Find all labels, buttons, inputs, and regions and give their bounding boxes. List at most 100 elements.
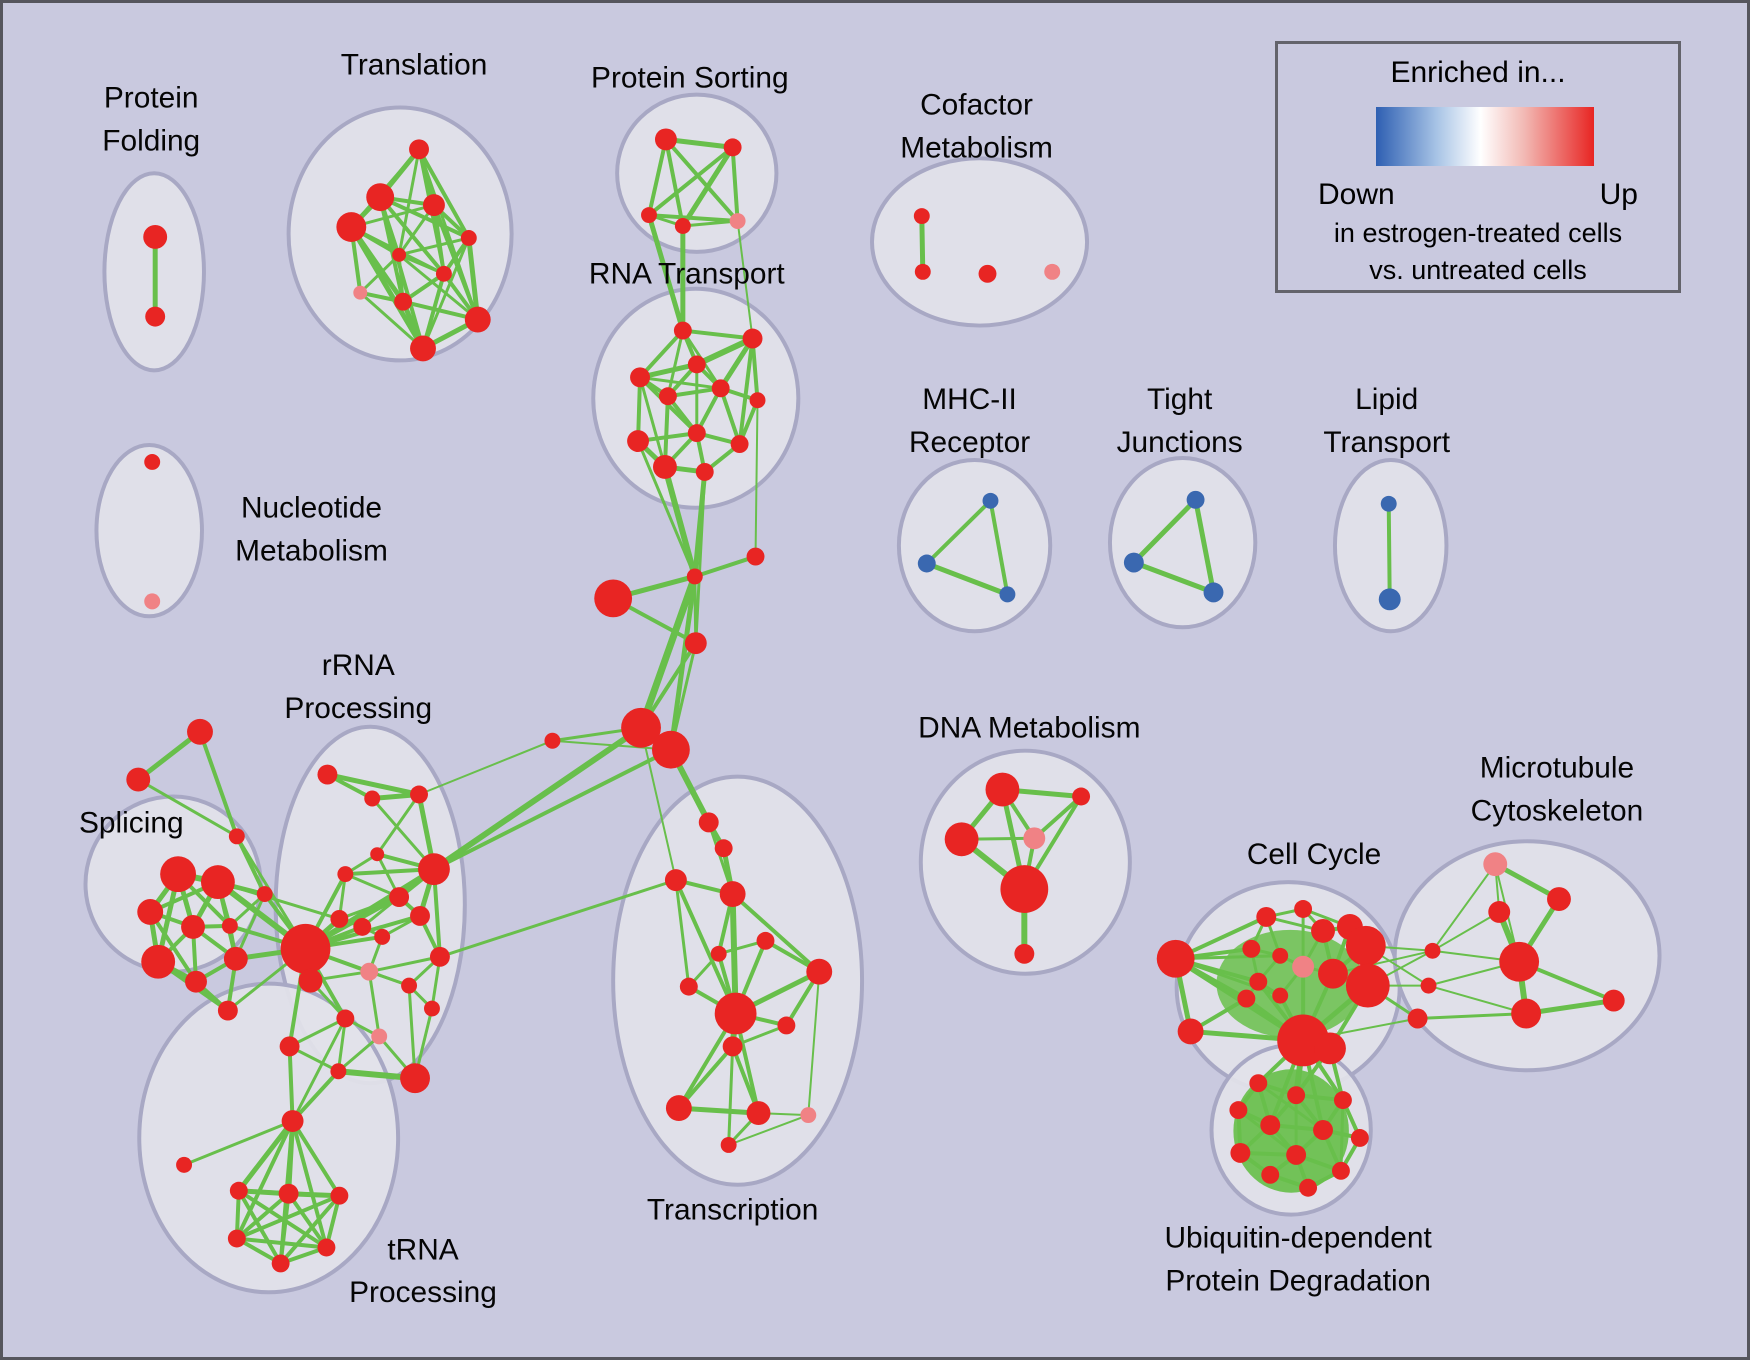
legend-axis-labels: Down Up [1318, 178, 1638, 212]
edge [290, 1119, 342, 1198]
gene-set-node-rr15-up [429, 946, 450, 967]
gene-set-node-rt0-up [673, 321, 692, 340]
gene-set-node-tr10-up [410, 335, 436, 362]
gene-set-node-ps3-up [674, 218, 691, 234]
gene-set-node-tc10-up [722, 1036, 743, 1057]
gene-set-node-rr20-up [279, 1036, 300, 1057]
edge [676, 1105, 762, 1116]
edge [1331, 949, 1434, 975]
edge [750, 336, 760, 403]
gene-set-node-mh2-down [999, 586, 1016, 603]
cluster-trna-processing-label-line2: Processing [349, 1276, 497, 1309]
gene-set-node-rr17-weak-up [371, 1028, 388, 1045]
cluster-trna-processing-label-line1: tRNA [387, 1233, 458, 1266]
gene-set-node-ps1-up [723, 138, 742, 157]
gene-set-node-tc13-weak-up [800, 1107, 817, 1124]
gene-set-node-cc9-up [1345, 925, 1386, 966]
cluster-dna-metabolism-label-line1: DNA Metabolism [918, 712, 1140, 745]
edge [736, 220, 754, 340]
legend-box: Enriched in... Down Up in estrogen-treat… [1275, 41, 1681, 293]
gene-set-node-rt6-up [749, 392, 766, 409]
cluster-ubiquitin-degradation-label-line2: Protein Degradation [1165, 1264, 1431, 1297]
gene-set-node-fr3-up [684, 632, 707, 655]
edge [290, 1069, 341, 1124]
gene-set-node-ub5-up [1313, 1120, 1333, 1140]
gene-set-node-tj0-down [1186, 490, 1205, 509]
gene-set-node-mt6-up [1424, 942, 1441, 959]
edge [646, 212, 686, 334]
cluster-rrna-processing-label-line2: Processing [284, 692, 432, 725]
gene-set-node-tn6-up [317, 1238, 336, 1257]
gene-set-node-cc1-up [1256, 906, 1277, 927]
gene-set-node-cc6-up [1272, 947, 1289, 964]
gene-set-node-mh0-down [982, 492, 999, 509]
edge [692, 554, 758, 579]
gene-set-node-sp5-up [256, 886, 273, 903]
cluster-cofactor-metabolism-label: Cofactor Metabolism [900, 89, 1053, 165]
gene-set-node-ps2-up [641, 207, 657, 224]
edge [397, 253, 446, 276]
edge [234, 1193, 342, 1241]
gene-set-node-mt5-up [1602, 989, 1625, 1012]
gene-set-node-rt2-up [687, 355, 706, 374]
gene-set-node-cc0-up [1156, 939, 1195, 978]
gene-set-node-rr13-weak-up [360, 962, 379, 981]
cluster-cofactor-metabolism-ellipse [870, 156, 1090, 328]
gene-set-node-tn4-up [330, 1186, 349, 1205]
gene-set-node-rr0-up [317, 764, 338, 785]
gene-set-node-ps0-up [654, 128, 677, 151]
edge [290, 1119, 329, 1250]
gene-set-node-sp8-up [223, 946, 248, 971]
gene-set-node-rr14-up [401, 977, 418, 994]
edge [407, 984, 417, 1080]
edge [680, 144, 736, 229]
gene-set-node-tc0-up [698, 812, 719, 833]
gene-set-node-fr4-up [621, 707, 661, 748]
cluster-splicing-label: Splicing [79, 806, 184, 839]
edge [236, 1118, 296, 1194]
cluster-rrna-processing-label: rRNA Processing [284, 649, 432, 725]
edge [694, 470, 707, 645]
edge [418, 739, 554, 796]
edge [336, 1034, 381, 1073]
gene-set-node-rt1-up [742, 328, 763, 349]
edge [727, 1044, 735, 1147]
gene-set-node-fr5-up [651, 730, 690, 769]
edge [286, 1191, 329, 1250]
edge [1416, 1012, 1528, 1020]
edge [278, 1191, 291, 1266]
gene-set-node-ub2-up [1333, 1091, 1352, 1110]
gene-set-node-cc8-up [1318, 958, 1348, 989]
edge [291, 1017, 347, 1123]
gene-set-node-tn0-up [281, 1110, 304, 1132]
gene-set-node-tn5-up [227, 1229, 246, 1248]
gene-set-node-tc2-up [664, 869, 687, 892]
cluster-rrna-processing-label-line1: rRNA [322, 649, 395, 682]
gene-set-node-fr6-up [544, 732, 561, 749]
cluster-translation-label-line1: Translation [341, 49, 488, 82]
edge [136, 778, 239, 838]
gene-set-node-rr16-up [336, 1009, 355, 1028]
gene-set-node-dm1-up [1072, 787, 1091, 806]
edge [431, 203, 446, 276]
gene-set-node-sp7-up [185, 970, 207, 993]
legend-up-label: Up [1599, 178, 1638, 211]
gene-set-node-rr6-up [389, 887, 410, 907]
gene-set-node-mh1-down [917, 554, 936, 573]
gene-set-node-ub0-up [1249, 1074, 1268, 1093]
gene-set-node-sp9-up [217, 1000, 238, 1021]
edge [430, 724, 645, 873]
edge [647, 145, 735, 218]
cluster-lipid-transport-label-line1: Lipid [1355, 383, 1418, 416]
gene-set-node-tn2-up [229, 1181, 248, 1200]
cluster-tight-junctions-label: Tight Junctions [1117, 383, 1243, 459]
gene-set-node-sp4-up [221, 917, 238, 934]
edge [663, 137, 740, 224]
gene-set-node-st0-up [187, 718, 213, 745]
edge [287, 1044, 295, 1124]
cluster-tight-junctions-label-line1: Tight [1147, 383, 1213, 416]
edge [1131, 560, 1216, 595]
gene-set-node-rr11-up [280, 923, 331, 974]
gene-set-node-rt5-up [711, 379, 730, 398]
gene-set-node-tn1-up [176, 1156, 193, 1173]
